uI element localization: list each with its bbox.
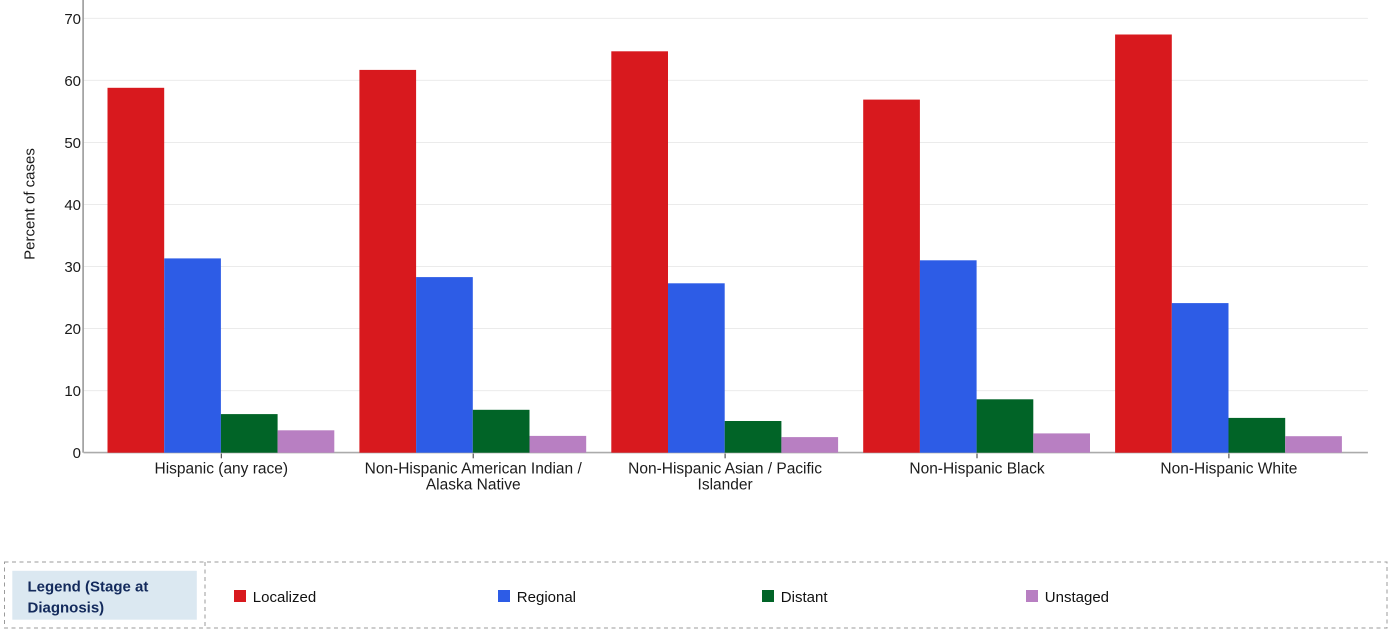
svg-text:70: 70	[64, 11, 81, 28]
svg-text:Percent of cases: Percent of cases	[22, 148, 39, 260]
svg-text:30: 30	[64, 259, 81, 276]
svg-text:60: 60	[64, 73, 81, 90]
svg-text:Hispanic (any race): Hispanic (any race)	[155, 460, 289, 477]
svg-text:10: 10	[64, 383, 81, 400]
svg-text:Non-Hispanic White: Non-Hispanic White	[1160, 460, 1297, 477]
svg-text:50: 50	[64, 135, 81, 152]
svg-text:Localized: Localized	[253, 589, 316, 606]
svg-text:Non-Hispanic Black: Non-Hispanic Black	[909, 460, 1044, 477]
svg-text:Diagnosis): Diagnosis)	[28, 600, 105, 617]
svg-text:Legend (Stage at: Legend (Stage at	[28, 579, 149, 596]
svg-text:Unstaged: Unstaged	[1045, 589, 1109, 606]
svg-text:Distant: Distant	[781, 589, 829, 606]
svg-text:20: 20	[64, 321, 81, 338]
svg-text:40: 40	[64, 197, 81, 214]
svg-text:Regional: Regional	[517, 589, 576, 606]
svg-text:0: 0	[73, 445, 81, 462]
